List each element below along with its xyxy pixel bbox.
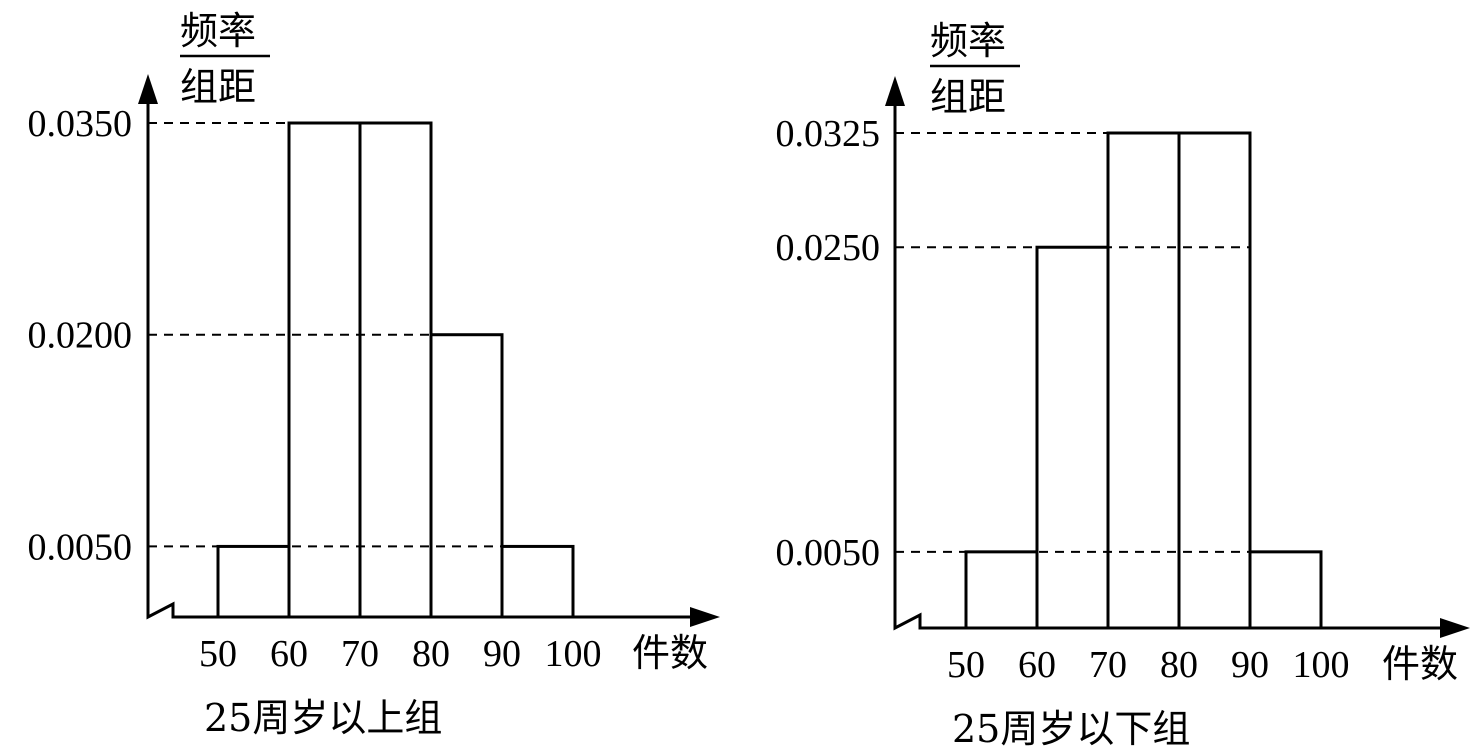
chart-caption: 25周岁以上组 [204,696,442,740]
x-tick-70: 70 [341,633,379,675]
x-tick-80: 80 [412,633,450,675]
bar-70-80 [358,121,433,619]
histogram-over-25: 0.0350 0.0200 0.0050 50 60 70 80 90 100 频率 组距 件… [28,9,720,740]
ylabel-numerator: 频率 [930,19,1006,63]
x-tick-labels: 50 60 70 80 90 100 [947,644,1350,686]
y-tick-0.0200: 0.0200 [28,315,133,357]
x-tick-60: 60 [1018,644,1056,686]
y-tick-0.0250: 0.0250 [776,227,881,269]
y-tick-labels: 0.0325 0.0250 0.0050 [776,113,881,574]
y-tick-0.0325: 0.0325 [776,113,881,155]
bar-80-90 [1177,131,1252,630]
bar-70-80 [1106,131,1181,630]
x-axis-arrow [1440,618,1470,638]
x-axis [146,601,690,620]
x-tick-100: 100 [545,633,602,675]
x-tick-60: 60 [270,633,308,675]
bar-60-70 [287,121,362,619]
x-tick-90: 90 [483,633,521,675]
x-axis-label: 件数 [1382,642,1458,686]
ylabel-denominator: 组距 [180,65,256,109]
ylabel-numerator: 频率 [180,9,256,53]
bar-50-60 [216,544,291,619]
x-tick-70: 70 [1089,644,1127,686]
x-tick-80: 80 [1160,644,1198,686]
x-tick-50: 50 [199,633,237,675]
histogram-under-25: 0.0325 0.0250 0.0050 50 60 70 80 90 100 频率 组距 件… [776,19,1470,750]
y-tick-0.0350: 0.0350 [28,103,133,145]
y-axis-arrow [885,76,905,106]
y-axis-arrow [138,74,158,104]
bar-60-70 [1035,245,1110,630]
bar-90-100 [500,544,575,619]
x-tick-100: 100 [1293,644,1350,686]
chart-caption: 25周岁以下组 [952,707,1190,750]
bars [216,121,575,619]
x-tick-50: 50 [947,644,985,686]
ylabel-denominator: 组距 [930,75,1006,119]
x-tick-90: 90 [1231,644,1269,686]
y-tick-0.0050: 0.0050 [28,526,133,568]
x-tick-labels: 50 60 70 80 90 100 [199,633,602,675]
bar-50-60 [964,550,1039,630]
x-axis [893,612,1440,631]
bar-90-100 [1248,550,1323,630]
x-axis-label: 件数 [632,631,708,675]
y-tick-labels: 0.0350 0.0200 0.0050 [28,103,133,568]
x-axis-arrow [690,607,720,627]
bar-80-90 [429,333,504,619]
bars [964,131,1323,630]
y-tick-0.0050: 0.0050 [776,532,881,574]
